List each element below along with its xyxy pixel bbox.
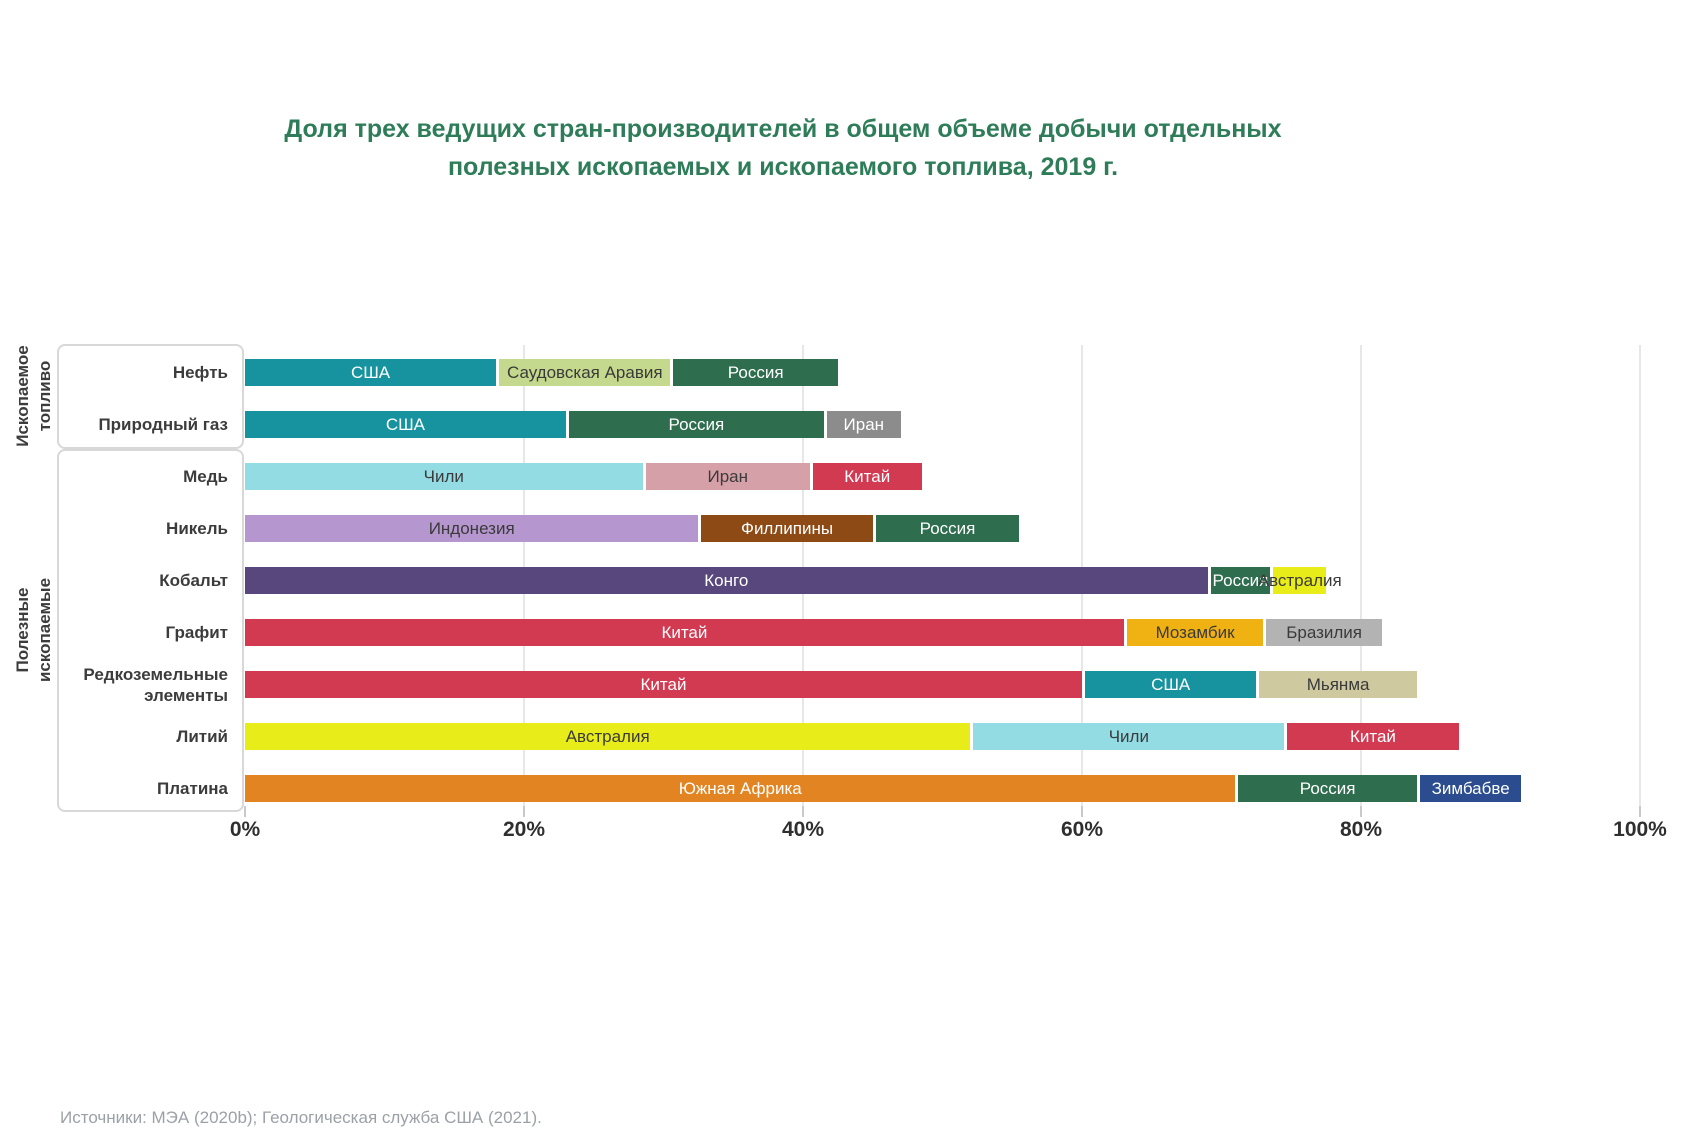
axis-tick bbox=[802, 806, 804, 817]
axis-tick bbox=[1639, 806, 1641, 817]
bar-segment: Китай bbox=[245, 671, 1082, 698]
row-label: Нефть bbox=[172, 363, 228, 382]
row-label: Графит bbox=[165, 623, 228, 642]
row-label: Природный газ bbox=[98, 415, 228, 434]
bar-segment: Россия bbox=[565, 411, 824, 438]
bar-segment: Чили bbox=[970, 723, 1285, 750]
axis-tick-label: 100% bbox=[1613, 818, 1667, 841]
group-label-minerals: Полезные ископаемые bbox=[13, 577, 54, 683]
axis-tick-label: 40% bbox=[781, 818, 825, 841]
bar-segment: Китай bbox=[1284, 723, 1459, 750]
group-box-minerals bbox=[57, 449, 244, 812]
group-label-fossil-fuel: Ископаемое топливо bbox=[13, 345, 54, 447]
bar-segment: Россия bbox=[670, 359, 838, 386]
axis-tick bbox=[1360, 806, 1362, 817]
axis-tick bbox=[1081, 806, 1083, 817]
axis-tick-label: 20% bbox=[502, 818, 546, 841]
bar-segment: Мозамбик bbox=[1123, 619, 1264, 646]
bar-segment: Австралия bbox=[1258, 567, 1342, 594]
bar-segment: США bbox=[1082, 671, 1257, 698]
row-label: Медь bbox=[183, 467, 228, 486]
bar-segment: Чили bbox=[245, 463, 643, 490]
gridline-100 bbox=[1639, 345, 1641, 807]
axis-tick-label: 60% bbox=[1060, 818, 1104, 841]
bar-segment: Индонезия bbox=[245, 515, 699, 542]
bar-segment: Россия bbox=[1207, 567, 1271, 594]
chart-title-line1: Доля трех ведущих стран-производителей в… bbox=[284, 115, 1282, 143]
bar-segment: Южная Африка bbox=[245, 775, 1236, 802]
bar-segment: Австралия bbox=[245, 723, 971, 750]
bar-segment: Россия bbox=[872, 515, 1020, 542]
axis-tick-label: 0% bbox=[229, 818, 261, 841]
bar-segment: Бразилия bbox=[1263, 619, 1382, 646]
bar-segment: Саудовская Аравия bbox=[496, 359, 671, 386]
group-box-fossil-fuel bbox=[57, 344, 244, 449]
row-label: Редкоземельные элементы bbox=[83, 664, 228, 705]
bar-segment: Зимбабве bbox=[1416, 775, 1522, 802]
bar-segment: США bbox=[245, 411, 566, 438]
axis-tick bbox=[523, 806, 525, 817]
bar-segment: Конго bbox=[245, 567, 1208, 594]
bar-segment: США bbox=[245, 359, 497, 386]
gridline-80 bbox=[1360, 345, 1362, 807]
chart-title-line2: полезных ископаемых и ископаемого топлив… bbox=[447, 153, 1119, 181]
chart-title: Доля трех ведущих стран-производителей в… bbox=[180, 110, 1386, 186]
source-note: Источники: МЭА (2020b); Геологическая сл… bbox=[60, 1108, 542, 1127]
bar-segment: Китай bbox=[809, 463, 922, 490]
bar-segment: Китай bbox=[245, 619, 1124, 646]
axis-tick bbox=[244, 806, 246, 817]
axis-tick-label: 80% bbox=[1339, 818, 1383, 841]
bar-segment: Мьянма bbox=[1256, 671, 1417, 698]
bar-segment: Россия bbox=[1235, 775, 1417, 802]
bar-segment: Иран bbox=[823, 411, 901, 438]
row-label: Кобальт bbox=[159, 571, 228, 590]
bar-segment: Филлипины bbox=[698, 515, 873, 542]
bar-segment: Иран bbox=[642, 463, 810, 490]
row-label: Платина bbox=[157, 779, 228, 798]
row-label: Никель bbox=[166, 519, 228, 538]
row-label: Литий bbox=[176, 727, 228, 746]
